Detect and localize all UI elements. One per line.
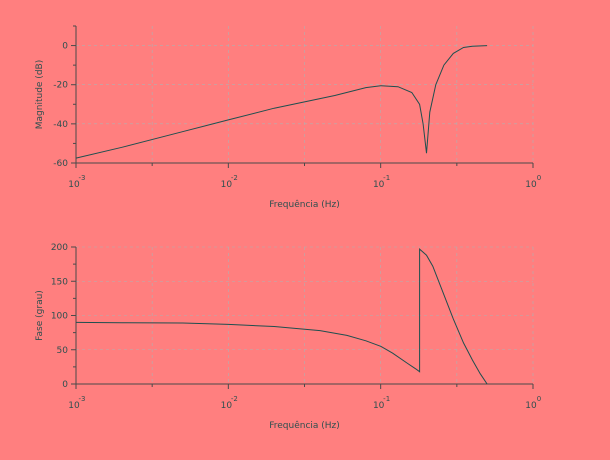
- x-tick-label-exponent: 0: [537, 174, 541, 182]
- y-tick-label: 50: [57, 346, 69, 356]
- x-tick-label-base: 10: [525, 180, 537, 190]
- y-tick-label: -60: [53, 159, 68, 169]
- x-tick-label-base: 10: [373, 401, 385, 411]
- y-tick-label: 0: [62, 380, 68, 390]
- y-axis-title: Fase (grau): [35, 290, 45, 341]
- x-tick-label-base: 10: [68, 401, 80, 411]
- x-tick-label-exponent: -1: [383, 174, 390, 182]
- x-tick-label-exponent: -2: [231, 174, 238, 182]
- y-tick-label: 100: [51, 312, 68, 322]
- y-tick-label: -20: [53, 81, 68, 91]
- y-tick-label: 150: [51, 277, 68, 287]
- x-tick-label-base: 10: [221, 180, 233, 190]
- x-tick-label-base: 10: [68, 180, 80, 190]
- y-tick-label: -40: [53, 120, 68, 130]
- x-tick-label-base: 10: [221, 401, 233, 411]
- y-tick-label: 200: [51, 243, 68, 253]
- x-tick-label-exponent: -1: [383, 395, 390, 403]
- x-tick-label-exponent: 0: [537, 395, 541, 403]
- y-axis-title: Magnitude (dB): [35, 60, 45, 129]
- series-line: [75, 45, 488, 159]
- x-tick-label-base: 10: [525, 401, 537, 411]
- x-tick-label-exponent: -2: [231, 395, 238, 403]
- x-tick-label-base: 10: [373, 180, 385, 190]
- series-line: [75, 247, 488, 385]
- x-axis-title: Frequência (Hz): [269, 420, 340, 431]
- x-tick-label-exponent: -3: [79, 174, 86, 182]
- x-tick-label-exponent: -3: [79, 395, 86, 403]
- y-tick-label: 0: [62, 42, 68, 52]
- x-axis-title: Frequência (Hz): [269, 199, 340, 210]
